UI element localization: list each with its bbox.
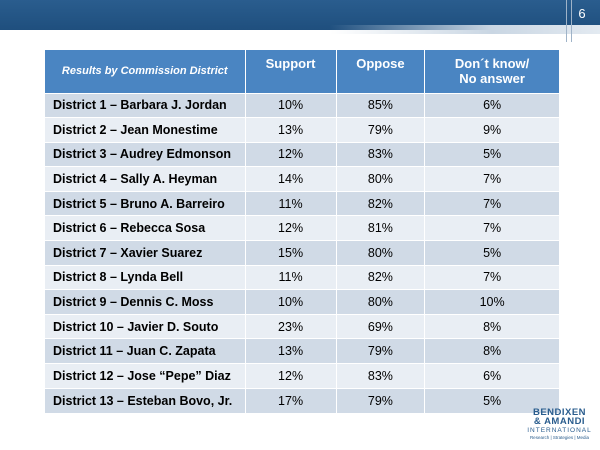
oppose-cell: 79% bbox=[336, 117, 426, 143]
table-header-row: Results by Commission District Support O… bbox=[45, 50, 559, 93]
table-row: District 7 – Xavier Suarez 15% 80% 5% bbox=[45, 240, 559, 266]
table-body: District 1 – Barbara J. Jordan 10% 85% 6% Di… bbox=[45, 92, 559, 413]
district-name-cell: District 1 – Barbara J. Jordan bbox=[45, 92, 246, 118]
district-name-cell: District 4 – Sally A. Heyman bbox=[45, 166, 246, 192]
table-row: District 8 – Lynda Bell 11% 82% 7% bbox=[45, 264, 559, 290]
logo-tagline: Research | Strategies | Media bbox=[529, 435, 590, 440]
district-name-cell: District 2 – Jean Monestime bbox=[45, 117, 246, 143]
table-row: District 2 – Jean Monestime 13% 79% 9% bbox=[45, 117, 559, 143]
district-name-cell: District 3 – Audrey Edmonson bbox=[45, 141, 246, 167]
table-row: District 5 – Bruno A. Barreiro 11% 82% 7% bbox=[45, 190, 559, 216]
dont-know-cell: 8% bbox=[424, 338, 559, 364]
header-dont-know-line1: Don´t know/ bbox=[454, 56, 530, 71]
district-name-cell: District 10 – Javier D. Souto bbox=[45, 313, 246, 339]
district-name-cell: District 6 – Rebecca Sosa bbox=[45, 215, 246, 241]
oppose-cell: 80% bbox=[336, 289, 426, 315]
support-cell: 11% bbox=[245, 264, 337, 290]
bendixen-amandi-logo: BENDIXEN & AMANDI INTERNATIONAL Research… bbox=[527, 408, 592, 441]
results-table: Results by Commission District Support O… bbox=[45, 50, 559, 413]
top-bar-accent bbox=[330, 25, 600, 34]
header-dont-know: Don´t know/ No answer bbox=[424, 50, 559, 93]
support-cell: 17% bbox=[245, 387, 337, 413]
header-dont-know-line2: No answer bbox=[459, 71, 525, 86]
header-oppose: Oppose bbox=[336, 50, 426, 93]
support-cell: 13% bbox=[245, 338, 337, 364]
support-cell: 15% bbox=[245, 240, 337, 266]
oppose-cell: 83% bbox=[336, 141, 426, 167]
oppose-cell: 80% bbox=[336, 166, 426, 192]
page-number: 6 bbox=[578, 6, 586, 21]
support-cell: 12% bbox=[245, 141, 337, 167]
dont-know-cell: 5% bbox=[424, 387, 559, 413]
oppose-cell: 85% bbox=[336, 92, 426, 118]
header-label: Results by Commission District bbox=[45, 50, 246, 93]
support-cell: 23% bbox=[245, 313, 337, 339]
header-support: Support bbox=[245, 50, 337, 93]
oppose-cell: 79% bbox=[336, 387, 426, 413]
dont-know-cell: 7% bbox=[424, 264, 559, 290]
support-cell: 10% bbox=[245, 92, 337, 118]
logo-line2: & AMANDI bbox=[533, 416, 586, 427]
table-row: District 12 – Jose “Pepe” Diaz 12% 83% 6% bbox=[45, 363, 559, 389]
decorative-line bbox=[566, 0, 567, 42]
table-row: District 1 – Barbara J. Jordan 10% 85% 6% bbox=[45, 92, 559, 118]
oppose-cell: 81% bbox=[336, 215, 426, 241]
dont-know-cell: 10% bbox=[424, 289, 559, 315]
oppose-cell: 82% bbox=[336, 264, 426, 290]
dont-know-cell: 6% bbox=[424, 92, 559, 118]
dont-know-cell: 9% bbox=[424, 117, 559, 143]
support-cell: 12% bbox=[245, 215, 337, 241]
table-row: District 9 – Dennis C. Moss 10% 80% 10% bbox=[45, 289, 559, 315]
dont-know-cell: 7% bbox=[424, 215, 559, 241]
dont-know-cell: 5% bbox=[424, 141, 559, 167]
logo-line3: INTERNATIONAL bbox=[527, 427, 592, 434]
support-cell: 10% bbox=[245, 289, 337, 315]
district-name-cell: District 9 – Dennis C. Moss bbox=[45, 289, 246, 315]
district-name-cell: District 7 – Xavier Suarez bbox=[45, 240, 246, 266]
support-cell: 11% bbox=[245, 190, 337, 216]
district-name-cell: District 13 – Esteban Bovo, Jr. bbox=[45, 387, 246, 413]
district-name-cell: District 8 – Lynda Bell bbox=[45, 264, 246, 290]
table-row: District 3 – Audrey Edmonson 12% 83% 5% bbox=[45, 141, 559, 167]
support-cell: 14% bbox=[245, 166, 337, 192]
oppose-cell: 82% bbox=[336, 190, 426, 216]
table-row: District 4 – Sally A. Heyman 14% 80% 7% bbox=[45, 166, 559, 192]
oppose-cell: 69% bbox=[336, 313, 426, 339]
oppose-cell: 80% bbox=[336, 240, 426, 266]
district-name-cell: District 12 – Jose “Pepe” Diaz bbox=[45, 363, 246, 389]
oppose-cell: 79% bbox=[336, 338, 426, 364]
dont-know-cell: 8% bbox=[424, 313, 559, 339]
dont-know-cell: 6% bbox=[424, 363, 559, 389]
dont-know-cell: 7% bbox=[424, 166, 559, 192]
table-row: District 10 – Javier D. Souto 23% 69% 8% bbox=[45, 313, 559, 339]
logo-line1: BENDIXEN bbox=[532, 407, 587, 418]
district-name-cell: District 5 – Bruno A. Barreiro bbox=[45, 190, 246, 216]
district-name-cell: District 11 – Juan C. Zapata bbox=[45, 338, 246, 364]
table-row: District 6 – Rebecca Sosa 12% 81% 7% bbox=[45, 215, 559, 241]
dont-know-cell: 7% bbox=[424, 190, 559, 216]
table-row: District 13 – Esteban Bovo, Jr. 17% 79% 5% bbox=[45, 387, 559, 413]
table-row: District 11 – Juan C. Zapata 13% 79% 8% bbox=[45, 338, 559, 364]
support-cell: 12% bbox=[245, 363, 337, 389]
dont-know-cell: 5% bbox=[424, 240, 559, 266]
decorative-line bbox=[571, 0, 572, 42]
support-cell: 13% bbox=[245, 117, 337, 143]
oppose-cell: 83% bbox=[336, 363, 426, 389]
